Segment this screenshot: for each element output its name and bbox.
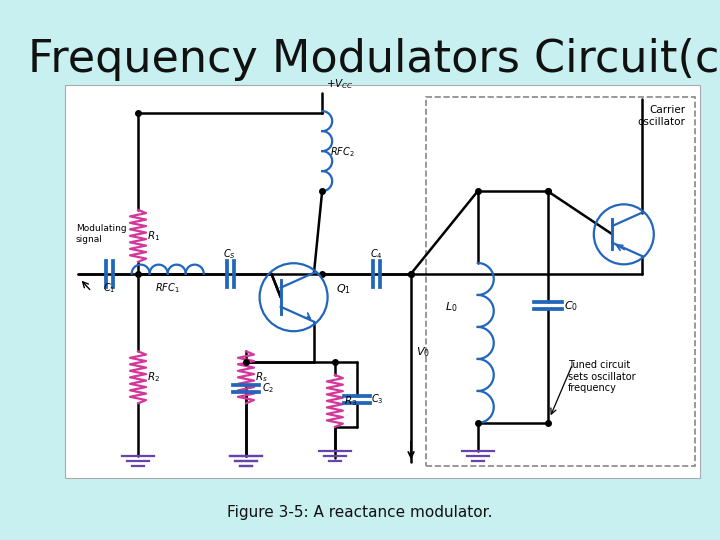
Text: $Q_1$: $Q_1$ — [336, 282, 351, 296]
Text: $R_s$: $R_s$ — [255, 370, 268, 384]
Text: $R_3$: $R_3$ — [344, 394, 357, 408]
Text: Carrier
oscillator: Carrier oscillator — [637, 105, 685, 126]
Text: $RFC_1$: $RFC_1$ — [156, 282, 180, 295]
Text: $+V_{CC}$: $+V_{CC}$ — [326, 77, 354, 91]
Text: $C_0$: $C_0$ — [564, 299, 577, 313]
Bar — [426, 97, 695, 466]
Text: $C_S$: $C_S$ — [223, 248, 236, 261]
Text: $R_2$: $R_2$ — [147, 370, 160, 384]
Text: Figure 3-5: A reactance modulator.: Figure 3-5: A reactance modulator. — [228, 504, 492, 519]
Text: $C_4$: $C_4$ — [369, 248, 382, 261]
Text: Modulating
signal: Modulating signal — [76, 224, 126, 244]
Text: Tuned circuit
sets oscillator
frequency: Tuned circuit sets oscillator frequency — [567, 360, 635, 393]
Text: $V_0$: $V_0$ — [416, 346, 430, 359]
Text: Frequency Modulators Circuit(c): Frequency Modulators Circuit(c) — [28, 38, 720, 81]
Text: $C_1$: $C_1$ — [103, 282, 115, 295]
Text: $C_2$: $C_2$ — [262, 382, 274, 395]
Bar — [65, 85, 700, 478]
Text: $L_0$: $L_0$ — [445, 300, 458, 314]
Text: $R_1$: $R_1$ — [147, 229, 161, 243]
Text: $C_3$: $C_3$ — [371, 392, 384, 406]
Text: $RFC_2$: $RFC_2$ — [330, 145, 355, 159]
